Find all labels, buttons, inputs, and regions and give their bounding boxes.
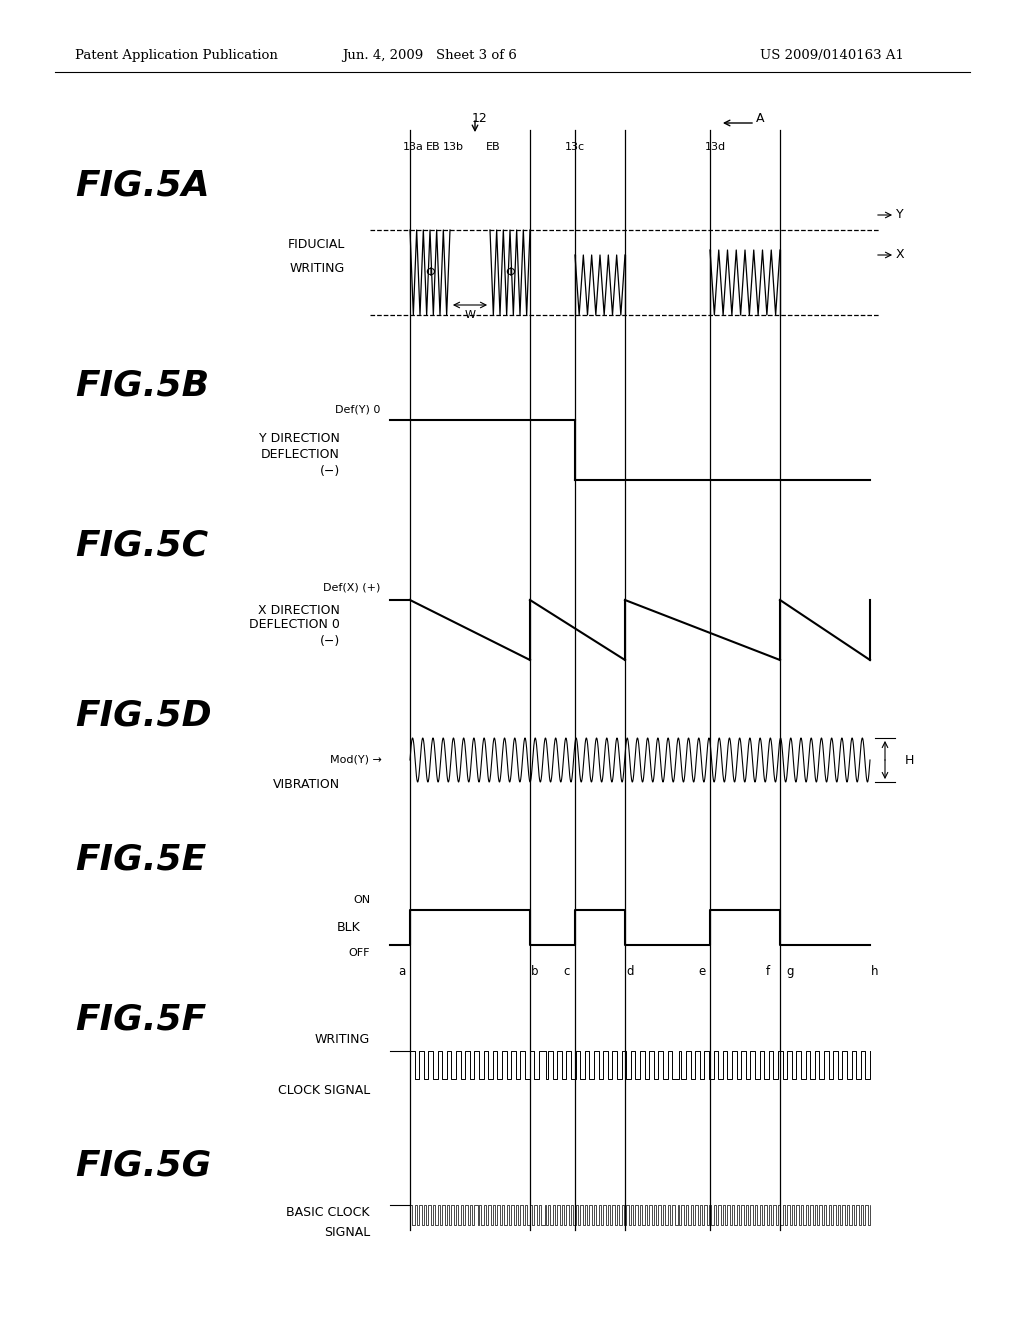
Text: VIBRATION: VIBRATION	[272, 779, 340, 792]
Text: e: e	[698, 965, 706, 978]
Text: WRITING: WRITING	[290, 261, 345, 275]
Text: US 2009/0140163 A1: US 2009/0140163 A1	[760, 49, 904, 62]
Text: FIG.5G: FIG.5G	[75, 1148, 211, 1181]
Text: 13a: 13a	[402, 143, 424, 152]
Text: (−): (−)	[319, 466, 340, 479]
Text: b: b	[531, 965, 539, 978]
Text: Φ: Φ	[505, 267, 515, 279]
Text: A: A	[756, 111, 764, 124]
Text: Patent Application Publication: Patent Application Publication	[75, 49, 278, 62]
Text: 13c: 13c	[565, 143, 585, 152]
Text: 13b: 13b	[442, 143, 464, 152]
Text: EB: EB	[485, 143, 501, 152]
Text: DEFLECTION: DEFLECTION	[261, 449, 340, 462]
Text: g: g	[786, 965, 794, 978]
Text: c: c	[564, 965, 570, 978]
Text: Φ: Φ	[425, 267, 435, 279]
Text: Y: Y	[896, 209, 904, 222]
Text: Mod(Y) →: Mod(Y) →	[330, 755, 382, 766]
Text: Jun. 4, 2009   Sheet 3 of 6: Jun. 4, 2009 Sheet 3 of 6	[343, 49, 517, 62]
Text: FIG.5F: FIG.5F	[75, 1003, 206, 1038]
Text: 13d: 13d	[705, 143, 726, 152]
Text: a: a	[398, 965, 406, 978]
Text: H: H	[905, 754, 914, 767]
Text: WRITING: WRITING	[314, 1034, 370, 1045]
Text: EB: EB	[426, 143, 440, 152]
Text: FIG.5E: FIG.5E	[75, 843, 206, 876]
Text: FIG.5A: FIG.5A	[75, 168, 210, 202]
Text: FIG.5D: FIG.5D	[75, 698, 212, 733]
Text: ON: ON	[353, 895, 370, 906]
Text: d: d	[627, 965, 634, 978]
Text: CLOCK SIGNAL: CLOCK SIGNAL	[278, 1084, 370, 1097]
Text: FIDUCIAL: FIDUCIAL	[288, 239, 345, 252]
Text: Def(X) (+): Def(X) (+)	[323, 582, 380, 591]
Text: X DIRECTION: X DIRECTION	[258, 603, 340, 616]
Text: DEFLECTION 0: DEFLECTION 0	[249, 619, 340, 631]
Text: h: h	[871, 965, 879, 978]
Text: FIG.5B: FIG.5B	[75, 368, 209, 403]
Text: SIGNAL: SIGNAL	[324, 1226, 370, 1239]
Text: X: X	[896, 248, 904, 261]
Text: W: W	[465, 310, 475, 319]
Text: BASIC CLOCK: BASIC CLOCK	[287, 1205, 370, 1218]
Text: OFF: OFF	[348, 948, 370, 958]
Text: Def(Y) 0: Def(Y) 0	[335, 405, 380, 414]
Text: BLK: BLK	[336, 921, 360, 935]
Text: Y DIRECTION: Y DIRECTION	[259, 432, 340, 445]
Text: f: f	[766, 965, 770, 978]
Text: FIG.5C: FIG.5C	[75, 528, 208, 562]
Text: (−): (−)	[319, 635, 340, 648]
Text: 12: 12	[472, 111, 487, 124]
